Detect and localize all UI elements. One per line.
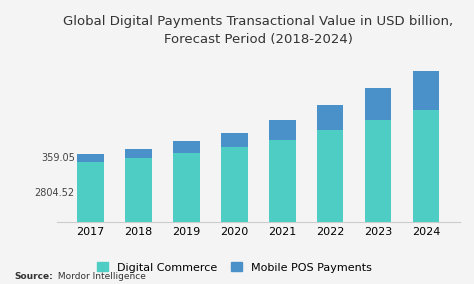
Text: Mordor Intelligence: Mordor Intelligence [55,272,146,281]
Bar [317,130,344,222]
Bar [269,140,295,222]
Bar [77,154,104,162]
Bar [317,105,344,130]
Title: Global Digital Payments Transactional Value in USD billion,
Forecast Period (201: Global Digital Payments Transactional Va… [63,15,454,46]
Bar [173,141,200,153]
Text: Source:: Source: [14,272,53,281]
Bar [365,88,392,120]
Text: 359.05: 359.05 [41,153,75,163]
Legend: Digital Commerce, Mobile POS Payments: Digital Commerce, Mobile POS Payments [92,258,376,277]
Bar [365,120,392,222]
Bar [269,120,295,140]
Bar [125,158,152,222]
Bar [413,71,439,110]
Bar [125,149,152,158]
Bar [77,162,104,222]
Bar [173,153,200,222]
Bar [413,110,439,222]
Text: 2804.52: 2804.52 [35,188,75,198]
Bar [221,133,247,147]
Bar [221,147,247,222]
